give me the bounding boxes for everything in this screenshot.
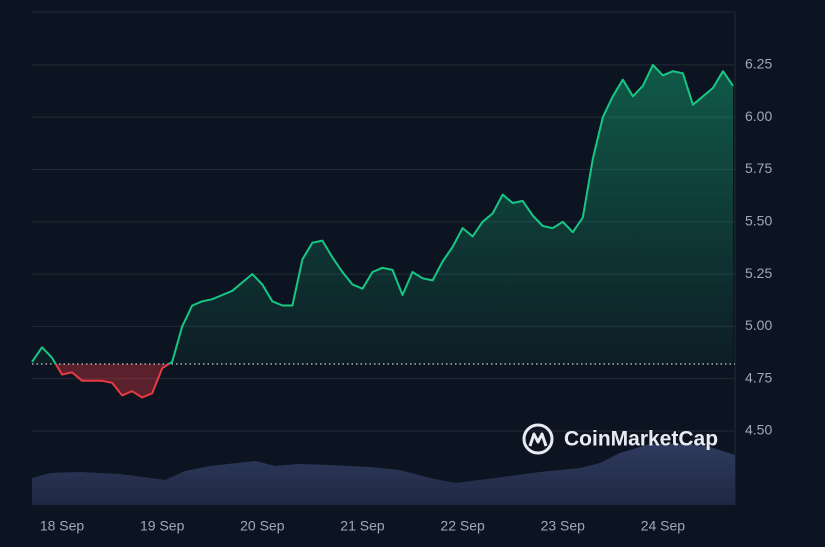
x-tick-label: 18 Sep	[40, 518, 85, 534]
y-tick-label: 5.25	[745, 265, 772, 281]
x-tick-label: 24 Sep	[641, 518, 686, 534]
y-tick-label: 5.00	[745, 317, 772, 333]
price-line	[31, 63, 734, 399]
x-tick-label: 19 Sep	[140, 518, 185, 534]
x-tick-label: 23 Sep	[541, 518, 586, 534]
area-fill	[32, 64, 733, 398]
y-tick-label: 6.00	[745, 108, 772, 124]
y-tick-label: 5.50	[745, 212, 772, 228]
y-tick-label: 4.75	[745, 369, 772, 385]
volume-area	[32, 444, 735, 505]
x-tick-label: 22 Sep	[440, 518, 485, 534]
y-tick-label: 6.25	[745, 56, 772, 72]
watermark: CoinMarketCap	[522, 423, 718, 455]
x-tick-label: 21 Sep	[340, 518, 385, 534]
x-tick-label: 20 Sep	[240, 518, 285, 534]
y-tick-label: 5.75	[745, 160, 772, 176]
y-tick-label: 4.50	[745, 422, 772, 438]
watermark-text: CoinMarketCap	[564, 428, 718, 451]
